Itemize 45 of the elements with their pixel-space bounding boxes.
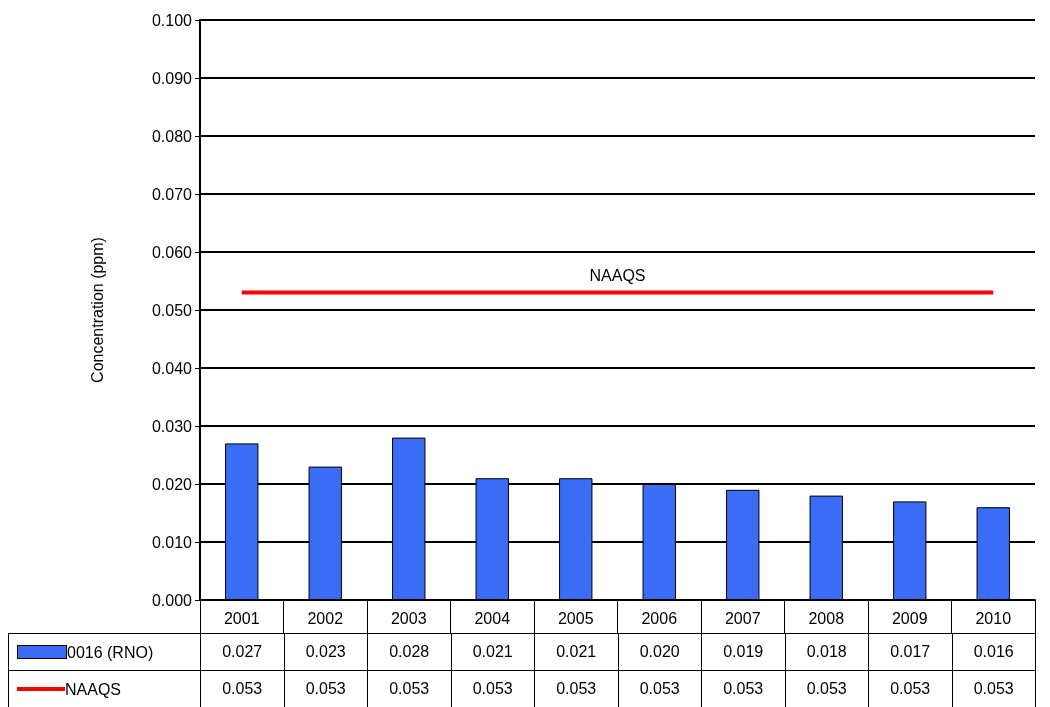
y-tick-label: 0.090 xyxy=(151,69,193,87)
data-label: 0.020 xyxy=(618,633,702,671)
x-tick-label: 2010 xyxy=(975,609,1012,627)
data-label: 0.053 xyxy=(451,670,535,707)
data-label: 0.021 xyxy=(534,633,618,671)
x-tick-label: 2006 xyxy=(641,609,678,627)
y-tick-label: 0.030 xyxy=(151,417,193,435)
data-label: 0.053 xyxy=(785,670,869,707)
y-tick-label: 0.010 xyxy=(151,533,193,551)
y-tick-label: 0.050 xyxy=(151,301,193,319)
data-label: 0.053 xyxy=(200,670,284,707)
y-tick-label: 0.070 xyxy=(151,185,193,203)
y-tick-label: 0.080 xyxy=(151,127,193,145)
x-tick-label: 2002 xyxy=(307,609,344,627)
data-label: 0.019 xyxy=(701,633,785,671)
x-tick-label: 2004 xyxy=(474,609,511,627)
legend-label: 0016 (RNO) xyxy=(67,643,154,661)
data-label: 0.053 xyxy=(284,670,368,707)
y-tick-label: 0.020 xyxy=(151,475,193,493)
data-label: 0.016 xyxy=(952,633,1036,671)
data-label: 0.053 xyxy=(868,670,952,707)
legend-label: NAAQS xyxy=(65,680,122,698)
x-tick-label: 2007 xyxy=(724,609,761,627)
data-label: 0.027 xyxy=(200,633,284,671)
x-tick-label: 2003 xyxy=(390,609,427,627)
data-label: 0.023 xyxy=(284,633,368,671)
data-label: 0.028 xyxy=(367,633,451,671)
data-label: 0.053 xyxy=(618,670,702,707)
data-label: 0.053 xyxy=(534,670,618,707)
y-tick-label: 0.060 xyxy=(151,243,193,261)
x-tick-label: 2009 xyxy=(891,609,928,627)
data-label: 0.053 xyxy=(701,670,785,707)
data-label: 0.018 xyxy=(785,633,869,671)
y-tick-label: 0.000 xyxy=(151,591,193,609)
data-label: 0.053 xyxy=(367,670,451,707)
x-tick-label: 2001 xyxy=(223,609,260,627)
text: NAAQS xyxy=(589,267,646,285)
y-axis-title: Concentration (ppm) xyxy=(88,237,106,383)
y-tick-label: 0.040 xyxy=(151,359,193,377)
x-tick-label: 2008 xyxy=(808,609,845,627)
y-tick-label: 0.100 xyxy=(151,11,193,29)
data-label: 0.053 xyxy=(952,670,1036,707)
data-label: 0.021 xyxy=(451,633,535,671)
x-tick-label: 2005 xyxy=(557,609,594,627)
data-label: 0.017 xyxy=(868,633,952,671)
